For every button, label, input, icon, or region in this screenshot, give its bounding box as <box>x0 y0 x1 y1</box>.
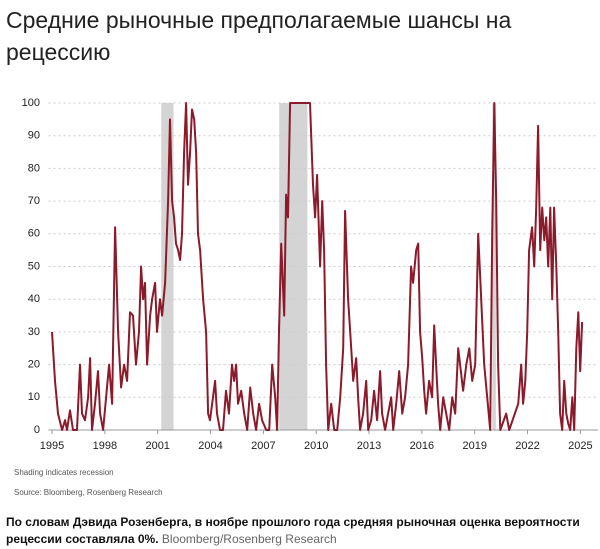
recession-shading <box>279 103 308 430</box>
x-tick-label: 2025 <box>568 440 592 452</box>
note: Shading indicates recession <box>14 468 114 477</box>
y-tick-label: 70 <box>28 195 40 207</box>
x-tick-label: 2001 <box>145 440 169 452</box>
recession-shading <box>161 103 174 430</box>
chart-title: Средние рыночные предполагаемые шансы на… <box>6 7 512 65</box>
x-tick-label: 2004 <box>198 440 222 452</box>
y-tick-label: 20 <box>28 359 40 371</box>
x-tick-label: 2019 <box>462 440 486 452</box>
x-tick-label: 1998 <box>93 440 117 452</box>
x-tick-label: 2013 <box>357 440 381 452</box>
note: Source: Bloomberg, Rosenberg Research <box>14 488 163 497</box>
y-tick-label: 50 <box>28 260 40 272</box>
y-tick-label: 60 <box>28 228 40 240</box>
caption: По словам Дэвида Розенберга, в ноябре пр… <box>6 514 596 548</box>
x-tick-label: 2022 <box>515 440 539 452</box>
y-tick-label: 30 <box>28 326 40 338</box>
line <box>51 102 584 431</box>
y-tick-label: 40 <box>28 293 40 305</box>
y-tick-label: 0 <box>34 424 40 436</box>
y-tick-label: 80 <box>28 162 40 174</box>
x-tick-label: 2007 <box>251 440 275 452</box>
x-tick-label: 2010 <box>304 440 328 452</box>
caption-text: По словам Дэвида Розенберга, в ноябре пр… <box>6 515 580 546</box>
y-tick-label: 100 <box>22 97 40 109</box>
x-tick-label: 1995 <box>40 440 64 452</box>
x-tick-label: 2016 <box>410 440 434 452</box>
chart: 0 10 20 30 40 50 60 70 80 90 100 1995 1998 2001 2004 20… <box>14 97 598 497</box>
caption-source: Bloomberg/Rosenberg Research <box>161 532 337 546</box>
y-tick-label: 90 <box>28 130 40 142</box>
y-tick-label: 10 <box>28 391 40 403</box>
